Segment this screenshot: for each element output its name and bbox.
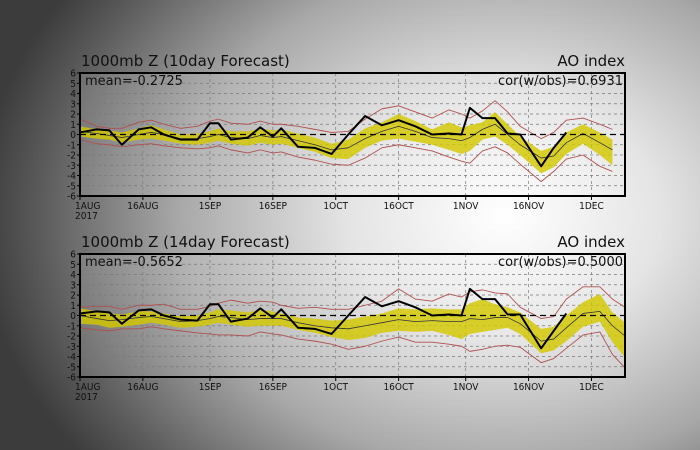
y-tick-label: -4 — [67, 171, 76, 182]
x-tick-label: 16NOV — [513, 201, 545, 212]
chart-subtitle: AO index — [557, 233, 625, 251]
range-max-line — [79, 286, 626, 320]
x-tick-label: 16NOV — [513, 382, 545, 393]
x-tick-label: 1AUG — [75, 201, 100, 212]
x-tick-label: 1OCT — [323, 382, 348, 393]
y-tick-label: 3 — [70, 280, 76, 291]
x-tick-label: 16AUG — [127, 201, 158, 212]
observed-line — [79, 287, 568, 350]
range-max-line — [79, 100, 613, 140]
spread-band — [80, 293, 625, 358]
y-tick-label: -1 — [67, 321, 76, 332]
x-tick-label: 1SEP — [199, 201, 222, 212]
y-tick-label: 2 — [70, 291, 76, 302]
y-tick-label: 6 — [70, 69, 76, 80]
correlation-label: cor(w/obs)=0.6931 — [498, 74, 623, 89]
y-tick-label: 6 — [70, 250, 76, 261]
y-tick-label: -6 — [67, 373, 76, 384]
x-tick-label: 1DEC — [579, 382, 604, 393]
x-tick-label: 1NOV — [453, 382, 479, 393]
x-tick-label: 16OCT — [383, 201, 414, 212]
y-tick-label: -3 — [67, 161, 76, 172]
mean-label: mean=-0.5652 — [85, 255, 183, 270]
y-tick-label: -4 — [67, 352, 76, 363]
x-tick-label: 16OCT — [383, 382, 414, 393]
x-tick-label: 16SEP — [259, 382, 288, 393]
y-tick-label: 1 — [70, 120, 76, 131]
correlation-label: cor(w/obs)=0.5000 — [498, 255, 623, 270]
x-tick-label: 1OCT — [323, 201, 348, 212]
observed-line — [79, 106, 568, 168]
range-min-line — [79, 326, 626, 369]
x-tick-label: 1NOV — [453, 201, 479, 212]
y-tick-label: 1 — [70, 301, 76, 312]
y-tick-label: 4 — [70, 270, 76, 281]
x-tick-label: 1DEC — [579, 201, 604, 212]
x-tick-label: 1SEP — [199, 382, 222, 393]
y-tick-label: 3 — [70, 99, 76, 110]
y-tick-label: 4 — [70, 89, 76, 100]
x-tick-label: 16SEP — [259, 201, 288, 212]
y-tick-label: 0 — [70, 130, 76, 141]
x-tick-sublabel: 2017 — [75, 392, 98, 403]
x-tick-sublabel: 2017 — [75, 211, 98, 222]
chart-title: 1000mb Z (10day Forecast) — [81, 52, 290, 70]
spread-band — [80, 111, 613, 174]
y-tick-label: 2 — [70, 110, 76, 121]
chart-title: 1000mb Z (14day Forecast) — [81, 233, 290, 251]
mean-label: mean=-0.2725 — [85, 74, 183, 89]
y-tick-label: -3 — [67, 342, 76, 353]
y-tick-label: -5 — [67, 362, 76, 373]
y-tick-label: -2 — [67, 332, 76, 343]
y-tick-label: -1 — [67, 140, 76, 151]
range-min-line — [79, 139, 613, 183]
y-tick-label: 0 — [70, 311, 76, 322]
x-tick-label: 16AUG — [127, 382, 158, 393]
y-tick-label: -2 — [67, 151, 76, 162]
x-tick-label: 1AUG — [75, 382, 100, 393]
chart-panel-14day: 1000mb Z (14day Forecast) AO index 65432… — [67, 233, 626, 403]
chart-panel-10day: 1000mb Z (10day Forecast) AO index 65432… — [67, 52, 626, 222]
y-tick-label: 5 — [70, 79, 76, 90]
y-tick-label: -6 — [67, 192, 76, 203]
chart-subtitle: AO index — [557, 52, 625, 70]
y-tick-label: 5 — [70, 260, 76, 271]
y-tick-label: -5 — [67, 181, 76, 192]
